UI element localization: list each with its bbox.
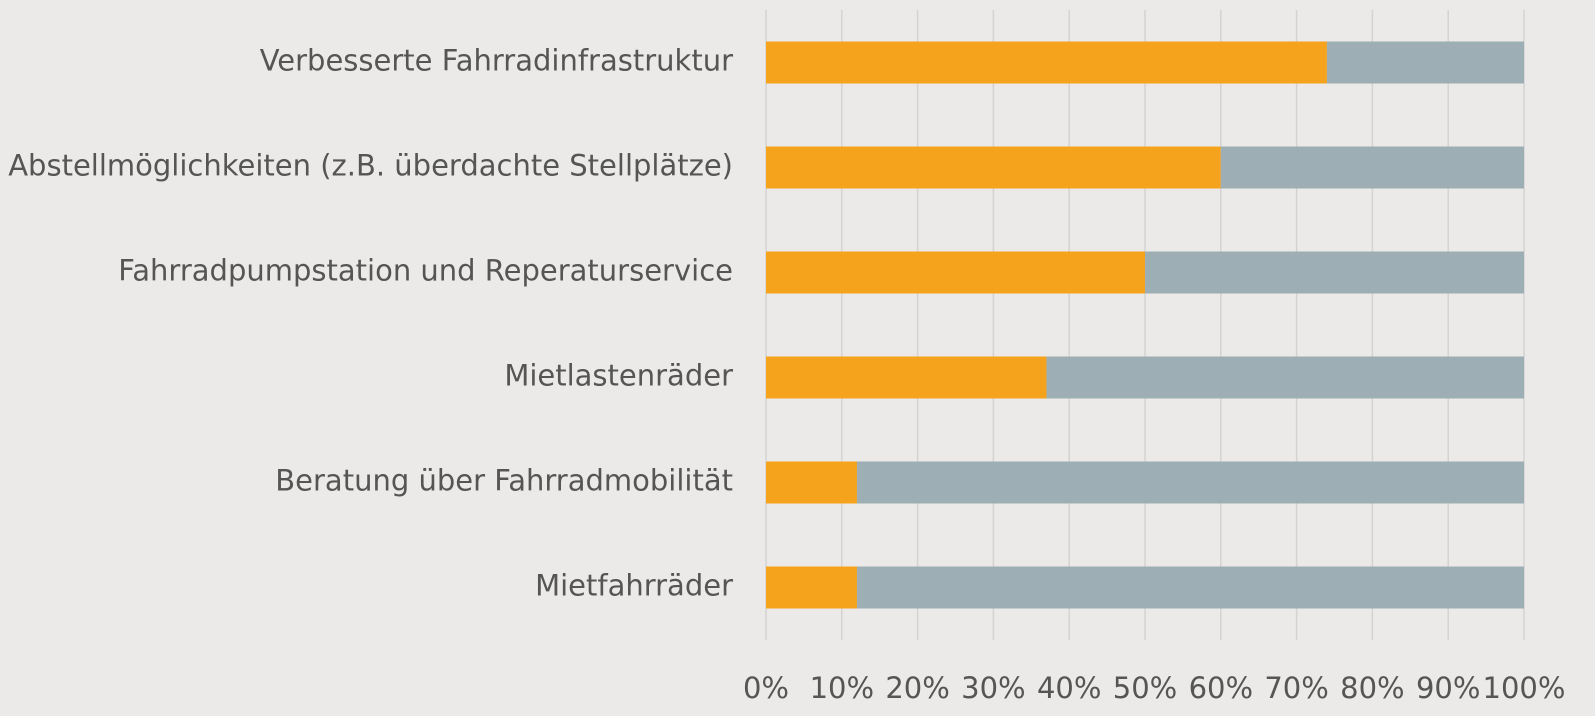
x-tick-label: 40% (1037, 671, 1101, 705)
x-tick-label: 60% (1189, 671, 1253, 705)
bar-segment (766, 41, 1327, 84)
x-tick-label: 90% (1416, 671, 1480, 705)
bar-segment (766, 146, 1221, 189)
category-label: Mietlastenräder (504, 359, 733, 393)
x-tick-label: 100% (1483, 671, 1566, 705)
bar-segment (1326, 41, 1524, 84)
category-label: Beratung über Fahrradmobilität (275, 464, 733, 498)
x-tick-label: 30% (961, 671, 1025, 705)
x-tick-label: 20% (885, 671, 949, 705)
bar-segment (1145, 251, 1524, 294)
bar-segment (1220, 146, 1524, 189)
x-tick-label: 50% (1113, 671, 1177, 705)
category-label: Abstellmöglichkeiten (z.B. überdachte St… (8, 149, 733, 183)
bar-segment (766, 251, 1145, 294)
category-label: Fahrradpumpstation und Reperaturservice (118, 254, 733, 288)
bar-segment (766, 356, 1047, 399)
x-tick-label: 10% (810, 671, 874, 705)
category-label: Mietfahrräder (535, 569, 733, 603)
bar-segment (1046, 356, 1524, 399)
bar-segment (856, 461, 1524, 504)
bar-segment (766, 566, 857, 609)
x-tick-label: 0% (743, 671, 789, 705)
bar-segment (856, 566, 1524, 609)
x-tick-label: 80% (1340, 671, 1404, 705)
category-label: Verbesserte Fahrradinfrastruktur (260, 44, 733, 78)
bar-segment (766, 461, 857, 504)
x-tick-label: 70% (1264, 671, 1328, 705)
